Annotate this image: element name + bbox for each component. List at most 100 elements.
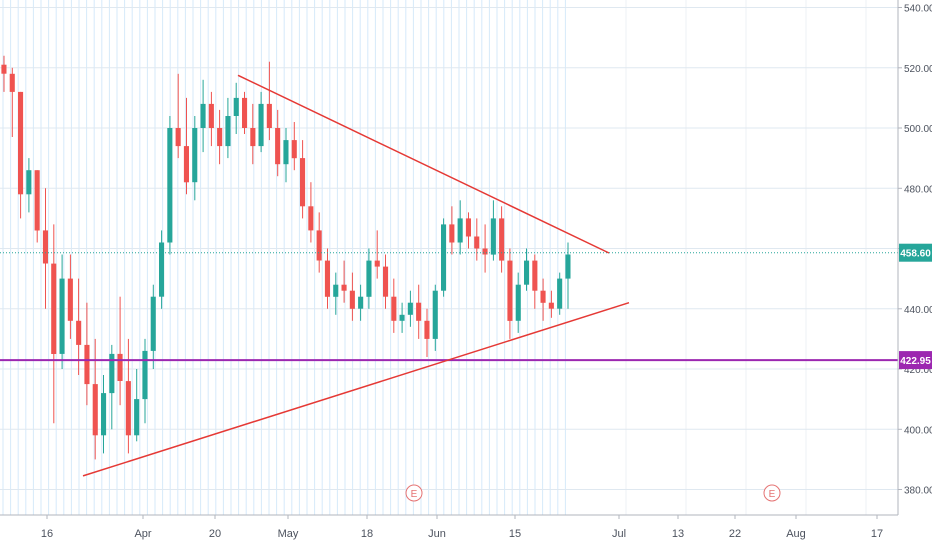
candle-body bbox=[465, 218, 471, 237]
candle-body bbox=[548, 302, 554, 309]
y-tick-label: 400.00 bbox=[904, 425, 932, 436]
candle-body bbox=[565, 254, 571, 279]
candle-body bbox=[457, 218, 463, 243]
candle-body bbox=[300, 158, 306, 207]
candle-body bbox=[125, 381, 131, 436]
candle-body bbox=[449, 224, 455, 243]
candle-body bbox=[117, 353, 123, 381]
candle-body bbox=[316, 230, 322, 261]
candle-body bbox=[341, 284, 347, 291]
candle-body bbox=[109, 353, 115, 394]
x-tick-label: May bbox=[278, 528, 299, 540]
candle-body bbox=[134, 399, 140, 436]
x-tick-label: Apr bbox=[134, 528, 151, 540]
earnings-marker bbox=[763, 484, 781, 502]
price-axis-background bbox=[898, 0, 932, 550]
candle-body bbox=[291, 140, 297, 159]
y-tick-label: 500.00 bbox=[904, 124, 932, 135]
candle-body bbox=[540, 290, 546, 303]
candle-body bbox=[407, 302, 413, 315]
candle-body bbox=[208, 103, 214, 128]
y-tick-label: 520.00 bbox=[904, 64, 932, 75]
candle-body bbox=[532, 260, 538, 291]
candle-body bbox=[76, 320, 82, 345]
x-tick-label: 20 bbox=[209, 528, 221, 540]
candle-body bbox=[242, 97, 248, 128]
x-tick-label: 13 bbox=[672, 528, 684, 540]
candle-body bbox=[308, 206, 314, 231]
x-tick-label: 18 bbox=[361, 528, 373, 540]
candle-body bbox=[358, 296, 364, 309]
candle-body bbox=[275, 128, 281, 165]
candle-body bbox=[490, 218, 496, 255]
candle-body bbox=[233, 97, 239, 116]
candle-body bbox=[159, 242, 165, 297]
x-tick-label: 16 bbox=[41, 528, 53, 540]
candle-body bbox=[366, 260, 372, 297]
candle-body bbox=[192, 128, 198, 183]
y-tick-label: 440.00 bbox=[904, 305, 932, 316]
earnings-marker bbox=[405, 484, 423, 502]
candle-body bbox=[84, 344, 90, 385]
candle-body bbox=[524, 260, 530, 285]
candle-body bbox=[374, 260, 380, 267]
trendline-ascending-support bbox=[82, 301, 630, 477]
x-tick-label: 22 bbox=[729, 528, 741, 540]
candle-body bbox=[18, 91, 24, 195]
earnings-marker-label: E bbox=[769, 489, 776, 500]
candle-body bbox=[474, 236, 480, 249]
candle-body bbox=[26, 170, 32, 195]
horizontal-grid bbox=[0, 7, 898, 490]
x-tick-label: 17 bbox=[871, 528, 883, 540]
candle-body bbox=[183, 146, 189, 183]
candle-body bbox=[92, 384, 98, 436]
earnings-marker-label: E bbox=[411, 489, 418, 500]
y-tick-label: 540.00 bbox=[904, 4, 932, 15]
candle-body bbox=[250, 128, 256, 147]
candle-body bbox=[42, 230, 48, 264]
candle-body bbox=[150, 296, 156, 351]
candle-body bbox=[9, 73, 15, 92]
current-price-label: 458.60 bbox=[900, 249, 931, 260]
candle-body bbox=[432, 290, 438, 339]
candle-body bbox=[67, 278, 73, 321]
candle-body bbox=[101, 393, 107, 436]
x-tick-label: 15 bbox=[509, 528, 521, 540]
candle-body bbox=[266, 103, 272, 128]
candle-body bbox=[557, 278, 563, 309]
candles bbox=[1, 55, 571, 460]
candle-body bbox=[59, 278, 65, 354]
candle-body bbox=[333, 284, 339, 297]
candle-body bbox=[383, 266, 389, 297]
candle-body bbox=[324, 260, 330, 297]
candle-body bbox=[51, 263, 57, 354]
candle-body bbox=[283, 140, 289, 165]
candle-body bbox=[217, 128, 223, 147]
level-price-label: 422.95 bbox=[900, 356, 931, 367]
y-tick-label: 480.00 bbox=[904, 184, 932, 195]
candle-body bbox=[258, 103, 264, 147]
candle-body bbox=[225, 116, 231, 147]
candle-body bbox=[424, 320, 430, 339]
y-tick-label: 420.00 bbox=[904, 365, 932, 376]
candle-body bbox=[507, 260, 513, 321]
candle-body bbox=[441, 224, 447, 291]
candle-body bbox=[515, 284, 521, 321]
trendline-descending-resistance bbox=[237, 74, 610, 254]
candle-body bbox=[482, 248, 488, 255]
candle-body bbox=[142, 350, 148, 400]
current-price-badge bbox=[899, 243, 932, 262]
candle-body bbox=[167, 128, 173, 243]
candle-body bbox=[499, 218, 505, 261]
candle-body bbox=[399, 314, 405, 321]
candle-body bbox=[349, 290, 355, 309]
level-price-badge bbox=[899, 351, 932, 370]
x-tick-label: Jul bbox=[612, 528, 626, 540]
x-tick-label: Jun bbox=[428, 528, 446, 540]
candle-body bbox=[1, 64, 7, 74]
y-tick-label: 380.00 bbox=[904, 486, 932, 497]
candle-body bbox=[200, 103, 206, 128]
candle-body bbox=[391, 296, 397, 321]
